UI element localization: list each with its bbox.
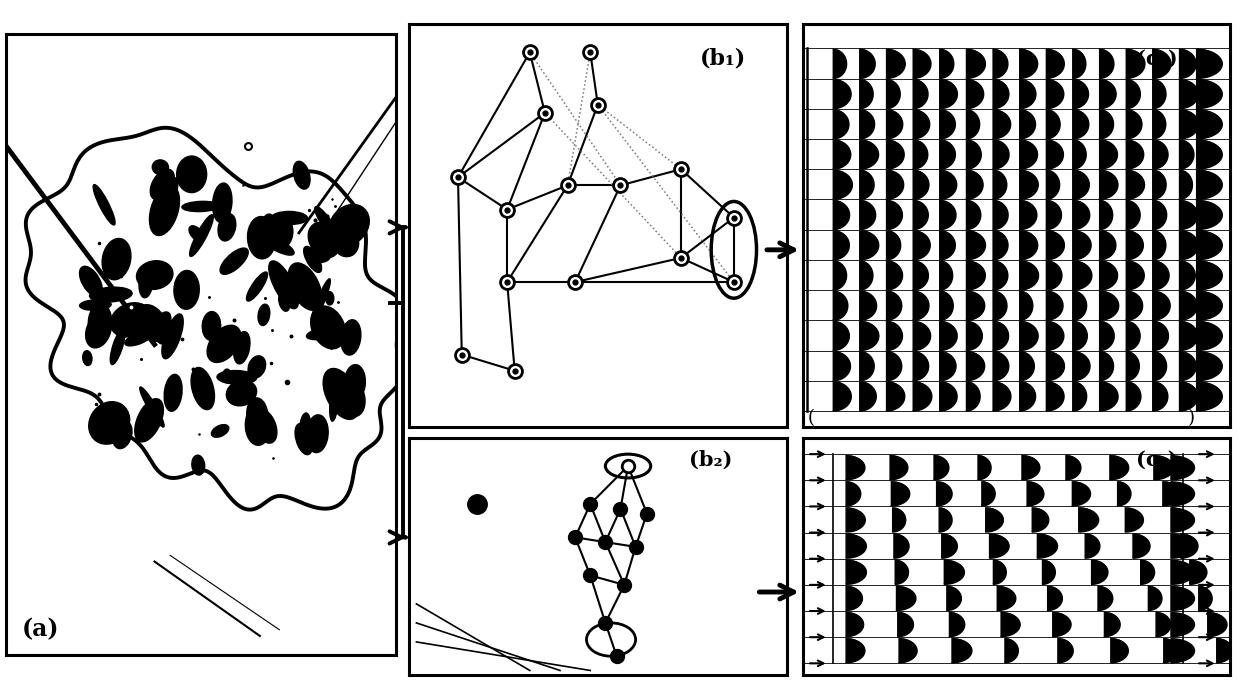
- Ellipse shape: [165, 178, 178, 212]
- Ellipse shape: [93, 185, 115, 225]
- Text: (b₂): (b₂): [689, 450, 732, 470]
- Ellipse shape: [330, 380, 338, 421]
- Ellipse shape: [248, 356, 265, 378]
- Ellipse shape: [150, 169, 175, 200]
- Ellipse shape: [234, 331, 250, 364]
- Polygon shape: [26, 127, 404, 510]
- Ellipse shape: [306, 325, 349, 340]
- Ellipse shape: [79, 266, 103, 296]
- Ellipse shape: [344, 364, 366, 400]
- Ellipse shape: [344, 224, 363, 245]
- Ellipse shape: [300, 413, 311, 446]
- Ellipse shape: [306, 249, 330, 263]
- Text: (b₁): (b₁): [700, 48, 746, 70]
- Ellipse shape: [249, 408, 260, 428]
- Ellipse shape: [79, 300, 112, 310]
- Ellipse shape: [227, 380, 256, 406]
- Ellipse shape: [247, 272, 268, 301]
- Ellipse shape: [304, 247, 322, 272]
- Ellipse shape: [315, 207, 338, 240]
- Ellipse shape: [342, 382, 366, 416]
- Ellipse shape: [306, 415, 328, 453]
- Ellipse shape: [223, 369, 232, 383]
- Ellipse shape: [113, 421, 133, 449]
- Ellipse shape: [289, 263, 322, 310]
- Ellipse shape: [207, 325, 240, 362]
- Text: (c₁): (c₁): [1136, 48, 1178, 68]
- Ellipse shape: [151, 312, 171, 340]
- Ellipse shape: [156, 323, 178, 344]
- Ellipse shape: [248, 216, 276, 259]
- Ellipse shape: [311, 306, 346, 349]
- Ellipse shape: [287, 287, 297, 300]
- Ellipse shape: [260, 235, 294, 255]
- Ellipse shape: [323, 369, 359, 420]
- Text: (c₂): (c₂): [1136, 450, 1178, 470]
- Ellipse shape: [247, 398, 268, 431]
- Ellipse shape: [182, 201, 221, 212]
- Ellipse shape: [89, 402, 130, 444]
- Ellipse shape: [138, 305, 169, 342]
- Ellipse shape: [254, 409, 276, 443]
- Ellipse shape: [177, 156, 207, 193]
- Ellipse shape: [273, 212, 307, 225]
- Ellipse shape: [173, 271, 199, 309]
- Ellipse shape: [265, 214, 292, 249]
- Ellipse shape: [217, 371, 256, 384]
- Ellipse shape: [258, 305, 270, 325]
- Ellipse shape: [218, 214, 235, 241]
- Ellipse shape: [89, 287, 133, 302]
- Text: (a): (a): [22, 617, 59, 641]
- Ellipse shape: [164, 374, 182, 411]
- Ellipse shape: [190, 226, 203, 241]
- Ellipse shape: [139, 265, 154, 298]
- Ellipse shape: [213, 183, 232, 223]
- Ellipse shape: [125, 331, 152, 346]
- Ellipse shape: [311, 279, 331, 322]
- Ellipse shape: [110, 329, 125, 364]
- Ellipse shape: [245, 405, 271, 445]
- Ellipse shape: [192, 455, 204, 475]
- Ellipse shape: [135, 399, 164, 442]
- Ellipse shape: [294, 161, 310, 189]
- Ellipse shape: [341, 320, 361, 355]
- Ellipse shape: [88, 303, 112, 342]
- Ellipse shape: [162, 314, 183, 359]
- Ellipse shape: [221, 248, 248, 274]
- Ellipse shape: [212, 424, 229, 438]
- Ellipse shape: [202, 311, 221, 340]
- Ellipse shape: [269, 261, 299, 309]
- Ellipse shape: [83, 351, 92, 365]
- Ellipse shape: [295, 424, 312, 455]
- Ellipse shape: [191, 367, 214, 410]
- Ellipse shape: [190, 215, 213, 256]
- Text: (: (: [807, 409, 814, 427]
- Ellipse shape: [309, 223, 339, 258]
- Ellipse shape: [348, 218, 361, 234]
- Ellipse shape: [259, 214, 276, 248]
- Ellipse shape: [110, 302, 151, 337]
- Ellipse shape: [140, 387, 164, 427]
- Ellipse shape: [279, 292, 290, 311]
- Ellipse shape: [85, 314, 112, 348]
- Ellipse shape: [330, 205, 369, 246]
- Ellipse shape: [150, 185, 180, 236]
- Ellipse shape: [332, 226, 358, 257]
- Ellipse shape: [102, 238, 131, 280]
- Ellipse shape: [326, 291, 333, 305]
- Text: ): ): [1187, 409, 1194, 427]
- Ellipse shape: [152, 160, 169, 175]
- Ellipse shape: [136, 260, 173, 289]
